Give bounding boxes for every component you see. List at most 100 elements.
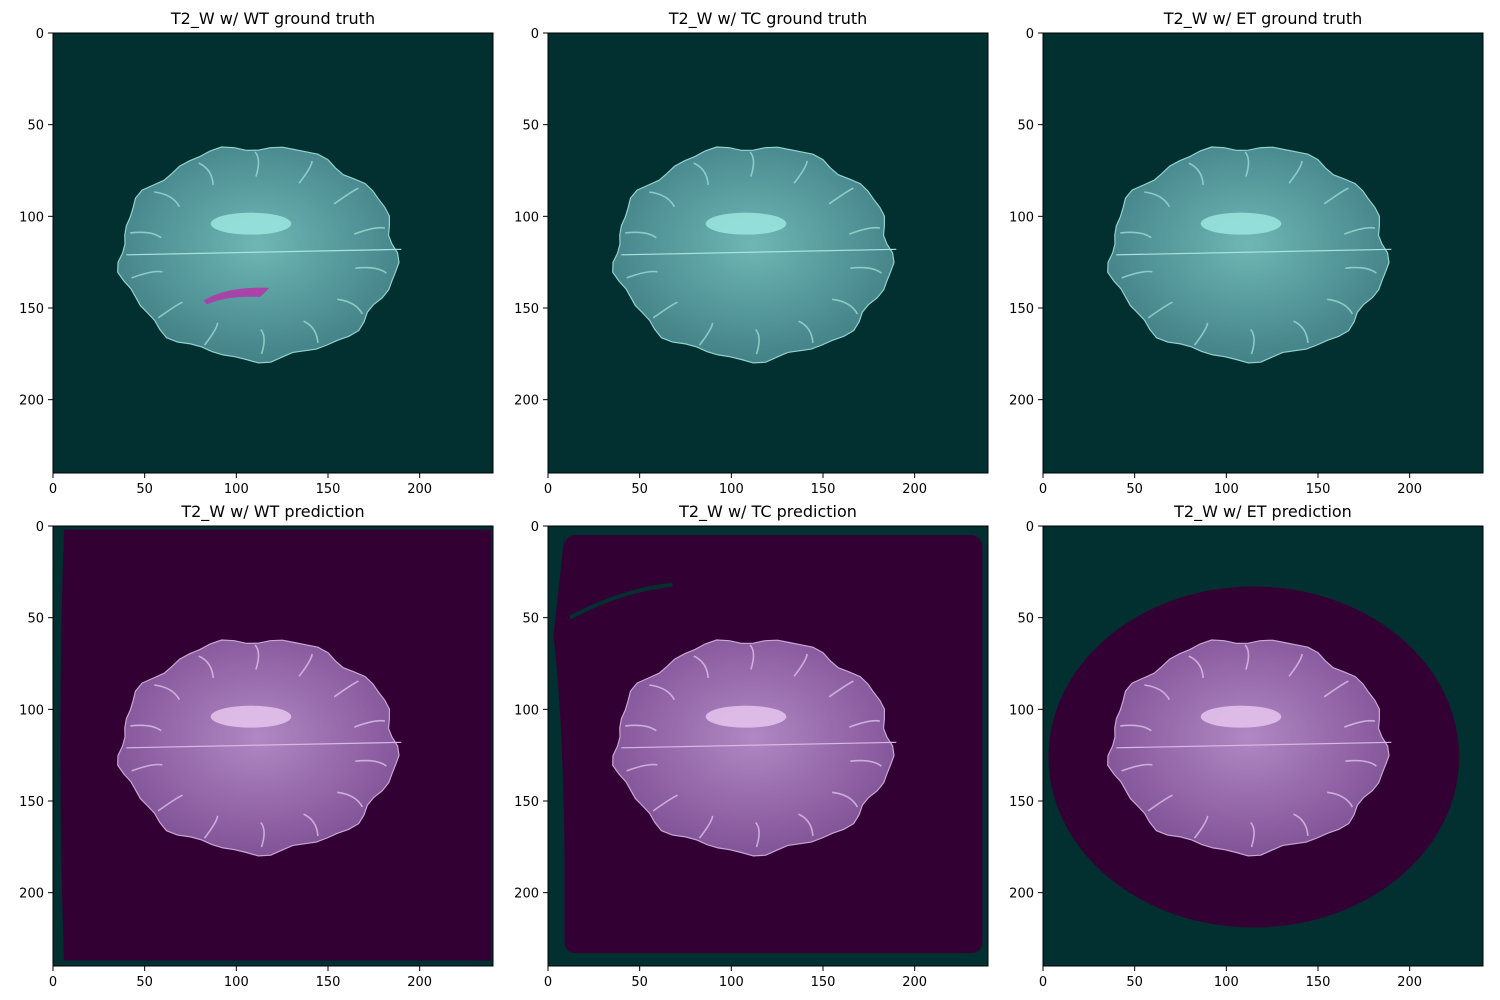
sulcus bbox=[693, 162, 709, 185]
axes-frame bbox=[1042, 525, 1484, 967]
y-tick-label: 0 bbox=[531, 520, 539, 535]
y-tick-label: 50 bbox=[27, 119, 44, 134]
sulcus bbox=[337, 791, 364, 808]
sulcus bbox=[260, 821, 265, 848]
sulcus bbox=[1120, 724, 1152, 732]
sulcus bbox=[333, 187, 359, 205]
sulcus bbox=[1293, 320, 1309, 343]
sulcus bbox=[832, 298, 859, 315]
sulcus bbox=[832, 791, 859, 808]
x-tick-label: 100 bbox=[719, 482, 744, 497]
sulcus bbox=[828, 187, 854, 205]
sulcus bbox=[652, 301, 678, 319]
panel-title: T2_W w/ WT prediction bbox=[180, 502, 364, 522]
sulcus bbox=[625, 231, 657, 239]
y-tick-label: 150 bbox=[514, 795, 539, 810]
sulcus bbox=[1147, 301, 1173, 319]
sulcus bbox=[154, 191, 181, 208]
sulcus bbox=[254, 151, 260, 177]
sulcus bbox=[1121, 763, 1153, 772]
sulcus bbox=[1188, 655, 1204, 678]
x-tick-label: 0 bbox=[1039, 975, 1047, 990]
panel-title: T2_W w/ ET ground truth bbox=[1163, 9, 1363, 29]
y-tick-label: 100 bbox=[19, 210, 44, 225]
x-tick-label: 50 bbox=[136, 975, 153, 990]
x-tick-label: 0 bbox=[1039, 482, 1047, 497]
sulcus bbox=[354, 719, 386, 728]
sulcus bbox=[1345, 759, 1377, 767]
x-tick-label: 150 bbox=[316, 482, 341, 497]
sulcus bbox=[1288, 160, 1303, 184]
axes-frame bbox=[52, 32, 494, 474]
sulcus bbox=[203, 815, 219, 839]
brain-slice bbox=[1107, 639, 1390, 857]
panel-5: T2_W w/ TC prediction 0 0 50 50 100 100 150 150 2… bbox=[514, 502, 989, 990]
sulcus bbox=[649, 191, 676, 208]
sulcus bbox=[154, 684, 181, 701]
sulcus bbox=[749, 151, 755, 177]
midline-fissure bbox=[126, 248, 402, 256]
sulcus bbox=[1250, 328, 1255, 355]
panel-3: T2_W w/ ET ground truth 0 0 50 50 100 100 150 15… bbox=[1009, 9, 1484, 497]
panel-1: T2_W w/ WT ground truth 0 0 50 50 100 100 150 15… bbox=[19, 9, 494, 497]
sulcus bbox=[198, 655, 214, 678]
brain-slice bbox=[117, 639, 400, 857]
y-tick-label: 200 bbox=[514, 887, 539, 902]
y-tick-label: 50 bbox=[1017, 119, 1034, 134]
x-tick-label: 200 bbox=[902, 482, 927, 497]
y-tick-label: 150 bbox=[19, 795, 44, 810]
y-tick-label: 200 bbox=[19, 887, 44, 902]
sulcus bbox=[1244, 151, 1250, 177]
sulcus bbox=[849, 719, 881, 728]
axes-frame bbox=[547, 525, 989, 967]
sulcus bbox=[850, 266, 882, 274]
brain-slice bbox=[1107, 146, 1390, 364]
y-tick-label: 150 bbox=[19, 302, 44, 317]
ventricle bbox=[1200, 705, 1282, 728]
sulcus bbox=[1188, 162, 1204, 185]
panel-title: T2_W w/ ET prediction bbox=[1173, 502, 1352, 522]
sulcus bbox=[1250, 821, 1255, 848]
midline-fissure bbox=[1116, 248, 1392, 256]
x-tick-label: 200 bbox=[1397, 975, 1422, 990]
sulcus bbox=[157, 794, 183, 812]
x-tick-label: 0 bbox=[544, 975, 552, 990]
y-tick-label: 0 bbox=[1026, 520, 1034, 535]
sulcus bbox=[1344, 226, 1376, 235]
ventricle bbox=[210, 705, 292, 728]
midline-fissure bbox=[126, 741, 402, 749]
sulcus bbox=[130, 231, 162, 239]
brain-slice bbox=[117, 146, 400, 364]
sulcus bbox=[355, 759, 387, 767]
sulcus bbox=[157, 301, 183, 319]
tumor-mask bbox=[203, 287, 270, 305]
sulcus bbox=[1327, 791, 1354, 808]
sulcus bbox=[828, 680, 854, 698]
y-tick-label: 0 bbox=[531, 27, 539, 42]
sulcus bbox=[1144, 684, 1171, 701]
ventricle bbox=[210, 212, 292, 235]
x-tick-label: 100 bbox=[1214, 482, 1239, 497]
x-tick-label: 100 bbox=[1214, 975, 1239, 990]
axes-frame bbox=[52, 525, 494, 967]
sulcus bbox=[626, 763, 658, 772]
sulcus bbox=[333, 680, 359, 698]
sulcus bbox=[1193, 322, 1209, 346]
sulcus bbox=[1121, 270, 1153, 279]
sulcus bbox=[698, 815, 714, 839]
x-tick-label: 0 bbox=[49, 975, 57, 990]
sulcus bbox=[1244, 644, 1250, 670]
sulcus bbox=[1344, 719, 1376, 728]
x-tick-label: 150 bbox=[316, 975, 341, 990]
sulcus bbox=[260, 328, 265, 355]
sulcus bbox=[131, 763, 163, 772]
ventricle bbox=[1200, 212, 1282, 235]
x-tick-label: 100 bbox=[224, 482, 249, 497]
prediction-gap bbox=[569, 582, 673, 620]
sulcus bbox=[793, 160, 808, 184]
y-tick-label: 200 bbox=[1009, 887, 1034, 902]
x-tick-label: 200 bbox=[407, 975, 432, 990]
x-tick-label: 100 bbox=[719, 975, 744, 990]
sulcus bbox=[693, 655, 709, 678]
